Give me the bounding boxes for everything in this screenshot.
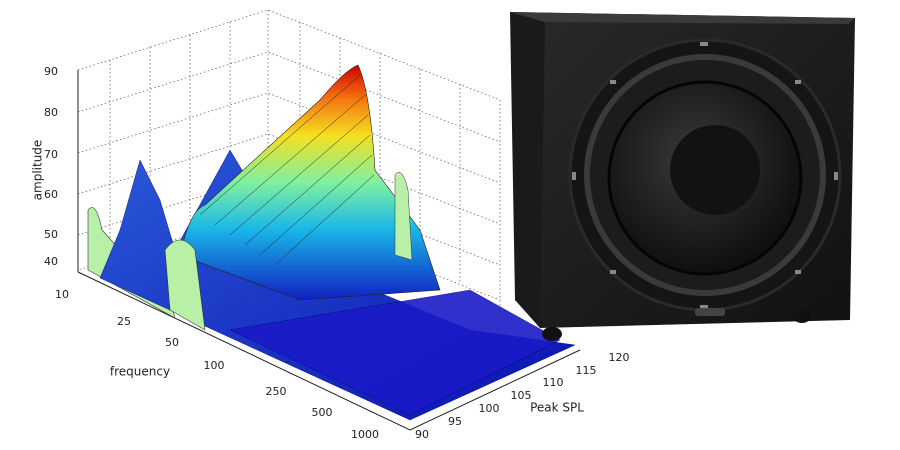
z-label: amplitude xyxy=(31,140,45,201)
y-tick-label: 95 xyxy=(448,415,462,428)
x-tick-label: 500 xyxy=(312,406,333,419)
z-tick-label: 80 xyxy=(44,106,58,119)
y-tick-label: 105 xyxy=(511,389,532,402)
surface xyxy=(87,64,576,421)
z-tick-label: 50 xyxy=(44,228,58,241)
x-tick-label: 10 xyxy=(55,288,69,301)
z-tick-label: 60 xyxy=(44,188,58,201)
x-label: frequency xyxy=(110,365,170,379)
y-label: Peak SPL xyxy=(530,401,584,415)
y-tick-label: 115 xyxy=(576,364,597,377)
z-ticks: 90 80 70 60 50 40 xyxy=(44,65,58,268)
y-tick-label: 120 xyxy=(609,351,630,364)
x-tick-label: 100 xyxy=(204,359,225,372)
x-tick-label: 1000 xyxy=(351,428,379,441)
z-tick-label: 70 xyxy=(44,148,58,161)
x-ticks: 10 25 50 100 250 500 1000 xyxy=(55,288,379,441)
z-tick-label: 40 xyxy=(44,255,58,268)
x-tick-label: 250 xyxy=(266,385,287,398)
y-tick-label: 100 xyxy=(479,402,500,415)
x-tick-label: 25 xyxy=(117,315,131,328)
subwoofer xyxy=(510,12,855,341)
y-ticks: 90 95 100 105 110 115 120 xyxy=(415,351,630,441)
y-tick-label: 110 xyxy=(543,376,564,389)
z-tick-label: 90 xyxy=(44,65,58,78)
x-tick-label: 50 xyxy=(165,336,179,349)
y-tick-label: 90 xyxy=(415,428,429,441)
